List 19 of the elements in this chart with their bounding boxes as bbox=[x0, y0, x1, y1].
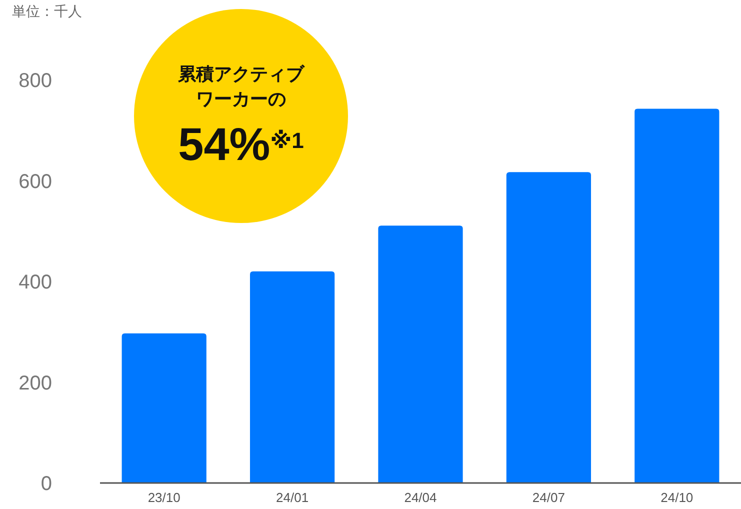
y-tick-label: 400 bbox=[18, 272, 52, 294]
x-tick-label: 24/10 bbox=[660, 490, 694, 505]
bar bbox=[122, 333, 206, 483]
x-tick-label: 24/04 bbox=[404, 490, 437, 505]
y-tick-label: 600 bbox=[18, 170, 52, 193]
bar bbox=[378, 226, 463, 483]
y-tick-label: 0 bbox=[40, 473, 52, 495]
bar bbox=[634, 108, 720, 483]
annotation: ワーカーの bbox=[196, 89, 286, 109]
y-tick-label: 200 bbox=[18, 372, 52, 394]
annotation: 累積アクティブ bbox=[177, 64, 305, 84]
annotation: 54%$^{※1}$ bbox=[178, 118, 304, 170]
y-axis-title: 単位：千人 bbox=[12, 3, 82, 19]
bar bbox=[506, 172, 592, 483]
x-tick-label: 24/07 bbox=[532, 490, 565, 505]
y-tick-label: 800 bbox=[18, 70, 52, 92]
x-tick-label: 23/10 bbox=[148, 490, 180, 505]
bar bbox=[250, 271, 335, 483]
x-tick-label: 24/01 bbox=[276, 490, 309, 505]
